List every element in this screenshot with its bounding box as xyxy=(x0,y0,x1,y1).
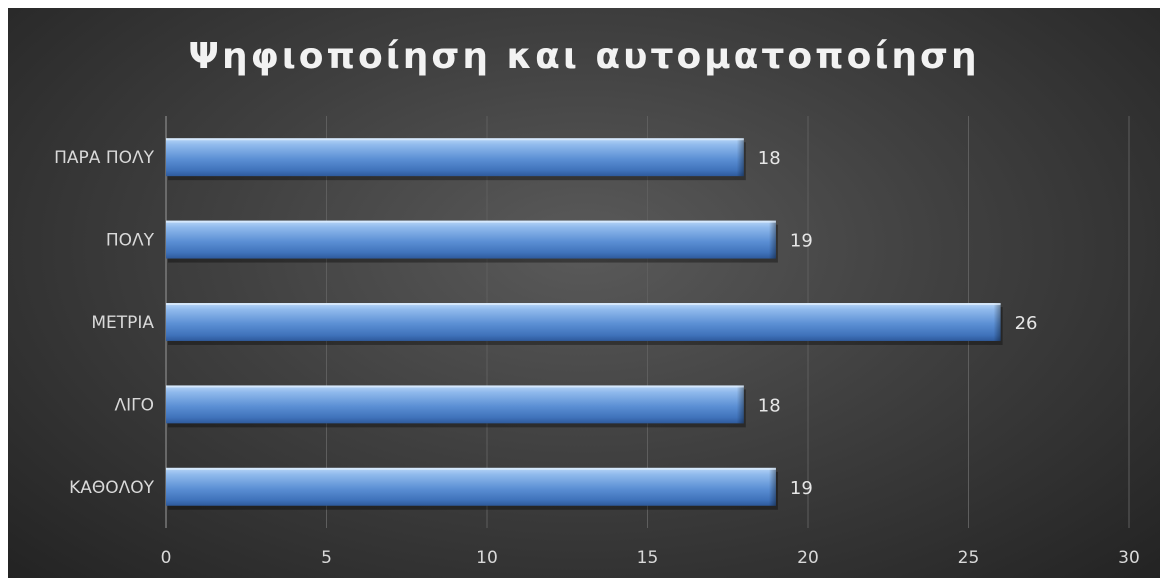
x-tick-label: 0 xyxy=(161,548,172,568)
bar-highlight xyxy=(166,303,1001,306)
x-tick-label: 10 xyxy=(476,548,498,568)
x-tick-label: 15 xyxy=(637,548,659,568)
category-label: ΚΑΘΟΛΟΥ xyxy=(69,478,155,498)
bar-end-bevel xyxy=(736,385,744,424)
category-label: ΠΑΡΑ ΠΟΛΥ xyxy=(54,148,154,168)
value-label: 26 xyxy=(1015,313,1038,334)
bar-3 xyxy=(166,303,1001,341)
bar-highlight xyxy=(166,138,744,141)
x-tick-label: 30 xyxy=(1118,548,1140,568)
value-label: 18 xyxy=(758,148,781,169)
bar-2 xyxy=(166,385,744,424)
bar-highlight xyxy=(166,467,776,470)
value-label: 19 xyxy=(790,478,813,499)
bar-end-bevel xyxy=(736,138,744,177)
bar-chart: 0 5 10 15 20 25 30 ΚΑΘΟΛΟΥ 19 ΛΙΓΟ 18 ΜΕΤΡΙΑ 26 ΠΟΛΥ… xyxy=(54,116,1140,568)
x-tick-label: 25 xyxy=(958,548,980,568)
bar-5 xyxy=(166,138,744,177)
chart-area: Ψηφιοποίηση και αυτοματοποίηση 0 5 10 15 20 2… xyxy=(8,8,1160,578)
value-label: 18 xyxy=(758,395,781,416)
value-label: 19 xyxy=(790,231,813,252)
category-label: ΜΕΤΡΙΑ xyxy=(91,313,154,333)
bar-end-bevel xyxy=(993,303,1001,341)
category-label: ΛΙΓΟ xyxy=(115,395,155,415)
bar-end-bevel xyxy=(768,220,776,259)
x-tick-label: 5 xyxy=(321,548,332,568)
x-tick-label: 20 xyxy=(797,548,819,568)
bar-1 xyxy=(166,467,776,506)
bar-4 xyxy=(166,220,776,259)
bar-highlight xyxy=(166,385,744,388)
bar-highlight xyxy=(166,220,776,223)
chart-title: Ψηφιοποίηση και αυτοματοποίηση xyxy=(188,36,980,77)
category-label: ΠΟΛΥ xyxy=(106,231,155,251)
bar-end-bevel xyxy=(768,467,776,506)
